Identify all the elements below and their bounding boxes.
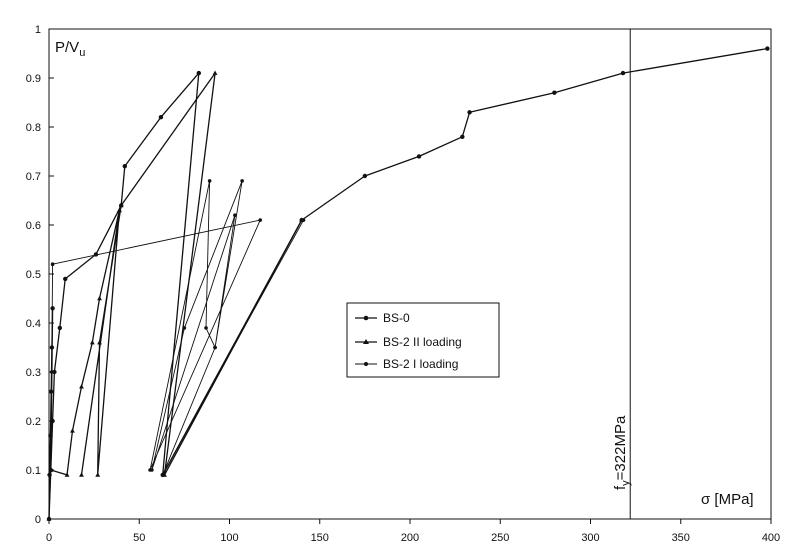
data-point bbox=[204, 326, 208, 330]
series-layer bbox=[46, 46, 770, 522]
y-tick-label: 0.7 bbox=[26, 171, 41, 183]
data-point bbox=[118, 202, 124, 208]
data-point bbox=[116, 207, 122, 213]
data-point bbox=[362, 173, 368, 179]
data-point bbox=[79, 384, 84, 389]
data-point bbox=[467, 110, 472, 115]
x-tick-label: 150 bbox=[311, 532, 329, 544]
y-axis-ticks: 0 0.1 0.2 0.3 0.4 0.5 0.6 0.7 0.8 0.9 1 bbox=[26, 24, 54, 526]
data-point bbox=[49, 468, 53, 472]
data-point bbox=[765, 46, 770, 51]
data-point bbox=[416, 154, 422, 159]
data-point bbox=[52, 369, 57, 375]
x-tick-label: 50 bbox=[133, 532, 145, 544]
y-tick-label: 0 bbox=[35, 514, 41, 526]
data-point bbox=[49, 370, 54, 374]
data-point bbox=[207, 179, 212, 183]
data-point bbox=[301, 218, 306, 222]
y-tick-label: 1 bbox=[35, 24, 41, 36]
x-tick-label: 350 bbox=[672, 532, 690, 544]
data-point bbox=[57, 325, 63, 331]
data-point bbox=[47, 517, 51, 521]
data-point bbox=[150, 468, 154, 472]
legend-item-bs-2-ii: BS-2 II loading bbox=[355, 335, 462, 349]
data-point bbox=[97, 295, 102, 301]
y-tick-label: 0.9 bbox=[26, 73, 41, 85]
legend-label-bs-2-i: BS-2 I loading bbox=[383, 357, 458, 371]
legend-item-bs-2-i: BS-2 I loading bbox=[355, 357, 458, 371]
legend: BS-0 BS-2 II loading BS-2 I loading bbox=[346, 302, 500, 378]
y-tick-label: 0.4 bbox=[26, 318, 41, 330]
data-point bbox=[64, 472, 70, 477]
series-1 bbox=[46, 70, 305, 521]
yield-label: fy=322MPa bbox=[612, 415, 632, 490]
series-0 bbox=[46, 46, 770, 522]
x-tick-label: 0 bbox=[46, 532, 52, 544]
x-axis-ticks: 0 50 100 150 200 250 300 350 400 bbox=[46, 519, 780, 544]
x-tick-label: 200 bbox=[401, 532, 419, 544]
data-point bbox=[97, 340, 102, 345]
data-point bbox=[240, 179, 244, 183]
y-tick-label: 0.1 bbox=[26, 465, 41, 477]
x-tick-label: 100 bbox=[220, 532, 238, 544]
x-tick-label: 250 bbox=[491, 532, 509, 544]
data-point bbox=[460, 134, 465, 139]
data-point bbox=[48, 433, 53, 438]
data-point bbox=[160, 473, 165, 477]
y-tick-label: 0.5 bbox=[26, 269, 41, 281]
data-point bbox=[95, 472, 101, 477]
y-tick-label: 0.8 bbox=[26, 122, 41, 134]
y-tick-label: 0.2 bbox=[26, 416, 41, 428]
data-point bbox=[233, 213, 237, 217]
x-tick-label: 300 bbox=[581, 532, 599, 544]
data-point bbox=[182, 326, 187, 330]
data-point bbox=[63, 276, 68, 282]
series-line bbox=[48, 180, 304, 520]
y-tick-label: 0.3 bbox=[26, 367, 41, 379]
data-point bbox=[212, 70, 218, 75]
data-point bbox=[213, 345, 217, 350]
data-point bbox=[70, 428, 75, 433]
data-point bbox=[79, 472, 84, 477]
data-point bbox=[122, 164, 128, 169]
x-tick-label: 400 bbox=[762, 532, 780, 544]
data-point bbox=[158, 115, 164, 120]
legend-box bbox=[346, 302, 500, 378]
data-point bbox=[552, 90, 557, 95]
y-tick-label: 0.6 bbox=[26, 220, 41, 232]
legend-label-bs-0: BS-0 bbox=[383, 311, 410, 325]
y-axis-title: P/Vu bbox=[55, 39, 85, 59]
data-point bbox=[258, 218, 262, 222]
data-point bbox=[89, 340, 95, 345]
legend-item-bs-0: BS-0 bbox=[355, 311, 410, 325]
data-point bbox=[196, 70, 202, 76]
data-point bbox=[620, 70, 626, 76]
legend-label-bs-2-ii: BS-2 II loading bbox=[383, 335, 462, 349]
yield-annotation: fy=322MPa bbox=[612, 29, 632, 519]
data-point bbox=[50, 262, 55, 267]
series-2 bbox=[47, 179, 306, 521]
x-axis-title: σ [MPa] bbox=[701, 491, 754, 508]
